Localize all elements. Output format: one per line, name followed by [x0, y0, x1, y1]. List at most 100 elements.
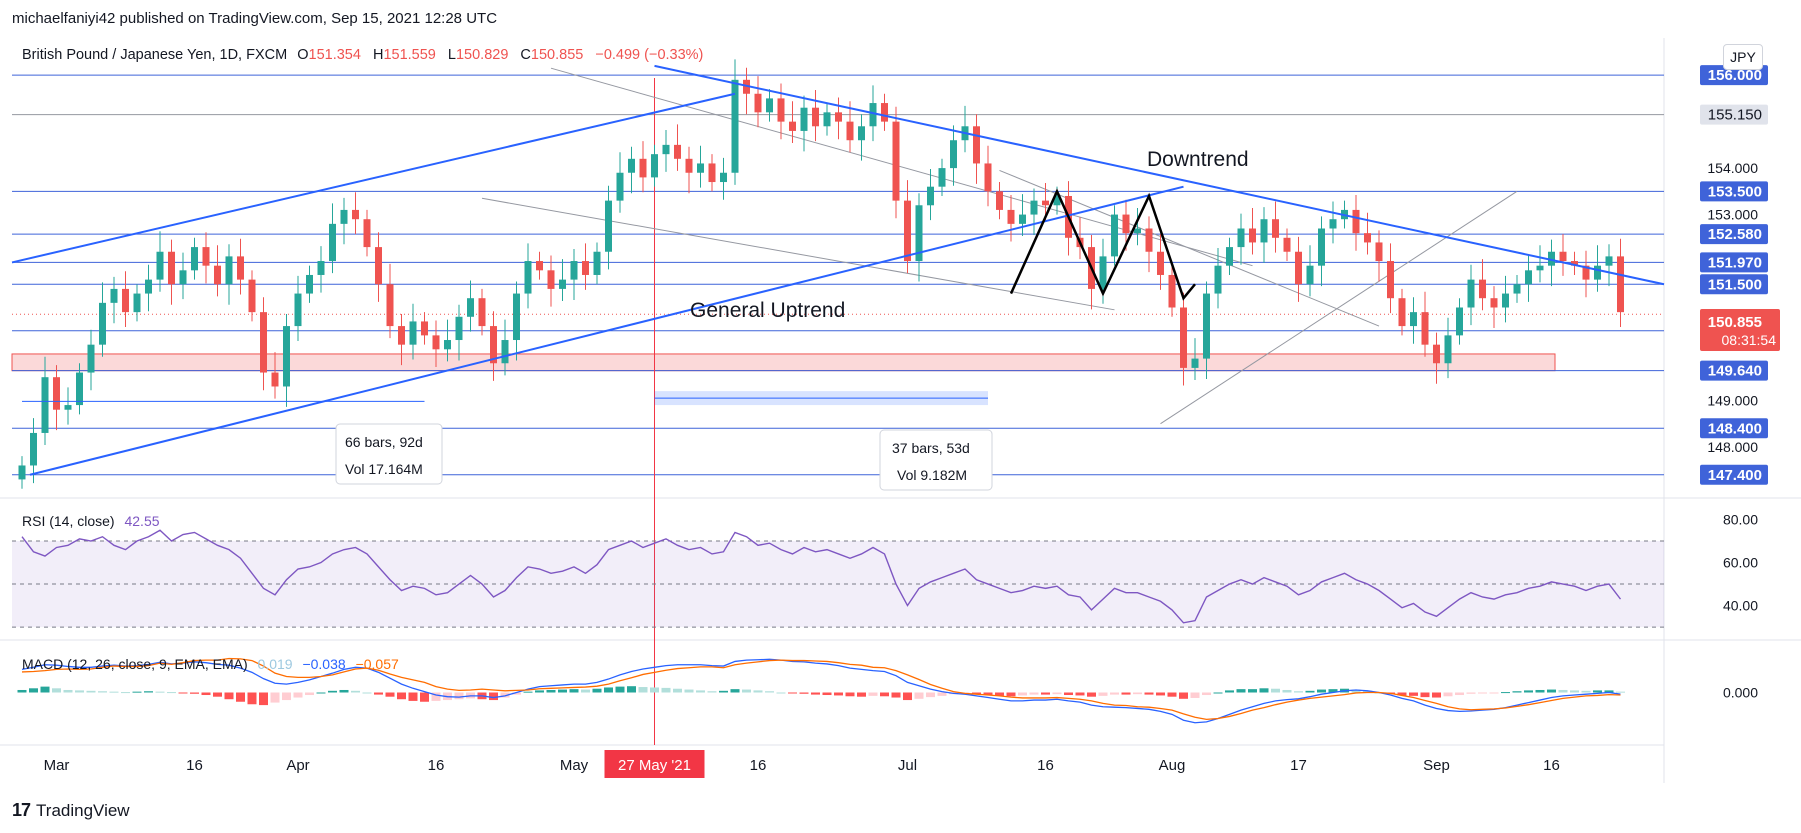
- level-label-text: 151.970: [1708, 254, 1762, 271]
- candle: [812, 90, 819, 142]
- level-label: 151.500: [1700, 274, 1768, 295]
- level-label-bg: [1700, 360, 1768, 381]
- macd-hist-bar: [673, 688, 682, 693]
- macd-hist-bar: [213, 692, 222, 697]
- candle-body: [501, 340, 509, 364]
- candle-body: [76, 372, 83, 406]
- level-label-bg: [1700, 418, 1768, 439]
- macd-hist-bar: [351, 690, 360, 693]
- candle-body: [950, 140, 957, 169]
- symbol-legend[interactable]: British Pound / Japanese Yen, 1D, FXCM O…: [22, 47, 703, 63]
- candle-body: [1559, 251, 1567, 262]
- candle-body: [559, 279, 566, 289]
- macd-hist-bar: [178, 692, 188, 694]
- candle: [1030, 188, 1038, 236]
- macd-hist-bar: [1512, 691, 1522, 693]
- candle-body: [766, 98, 773, 113]
- macd-hist-bar: [1455, 692, 1464, 696]
- candle: [1134, 208, 1141, 246]
- candle: [616, 152, 624, 213]
- candle: [18, 456, 26, 489]
- trendlines: [11, 64, 1665, 476]
- candle-body: [30, 432, 37, 466]
- candle: [996, 182, 1003, 220]
- macd-hist-bar: [247, 692, 257, 705]
- candle: [1180, 292, 1187, 386]
- macd-hist-bar: [431, 692, 441, 701]
- rsi-legend[interactable]: RSI (14, close) 42.55: [22, 513, 160, 529]
- currency-button[interactable]: JPY: [1723, 44, 1763, 70]
- candle: [501, 319, 509, 376]
- candle-body: [1226, 247, 1233, 266]
- macd-hist-bar: [167, 692, 176, 694]
- candle: [490, 311, 497, 381]
- candle: [110, 276, 118, 324]
- candle-body: [996, 191, 1003, 210]
- candle: [1479, 259, 1486, 311]
- macd-hist-bar: [1397, 692, 1407, 696]
- time-tick-label: Apr: [286, 757, 309, 774]
- tradingview-logo[interactable]: 17 TradingView: [12, 800, 130, 821]
- macd-hist-bar: [730, 689, 740, 693]
- candle-body: [260, 312, 267, 373]
- measure-1-vol: Vol 17.164M: [345, 461, 423, 477]
- time-tick-label: 17: [1290, 757, 1307, 774]
- candle-body: [237, 256, 244, 280]
- candle: [478, 288, 486, 336]
- macd-hist-bar: [1420, 692, 1430, 698]
- time-tick-label: Sep: [1423, 757, 1450, 774]
- candle: [260, 297, 267, 391]
- time-tick-label: 16: [1543, 757, 1560, 774]
- candle-body: [191, 247, 198, 271]
- macd-hist-bar: [1225, 690, 1234, 693]
- candle: [1295, 236, 1302, 302]
- time-tick-label: May: [560, 757, 589, 774]
- candle-body: [317, 261, 325, 275]
- candle: [513, 281, 520, 361]
- candle-body: [1536, 265, 1544, 271]
- candle-body: [99, 302, 106, 345]
- candle-body: [225, 256, 233, 285]
- candle: [375, 232, 382, 302]
- rsi-tick-label: 80.00: [1723, 512, 1758, 528]
- candle-body: [1502, 293, 1509, 308]
- candle-body: [1456, 307, 1463, 336]
- macd-legend[interactable]: MACD (12, 26, close, 9, EMA, EMA) 0.019 …: [22, 656, 399, 672]
- macd-hist-bar: [293, 692, 303, 698]
- level-label-text: 152.580: [1708, 226, 1762, 243]
- candle: [1318, 216, 1325, 287]
- macd-hist-bar: [63, 689, 73, 693]
- level-label-bg: [1700, 252, 1768, 273]
- candle: [1226, 237, 1233, 275]
- candle-body: [1490, 298, 1498, 308]
- rsi-line: [21, 529, 1622, 624]
- candle: [1433, 332, 1440, 384]
- macd-hist-bar: [868, 692, 878, 696]
- support-zone: [11, 353, 1556, 372]
- candle: [1145, 216, 1153, 273]
- candle-body: [812, 107, 819, 127]
- candle-body: [892, 121, 900, 201]
- candle: [1283, 228, 1291, 262]
- candle-body: [628, 158, 635, 173]
- last-price-bg: [1700, 309, 1780, 351]
- time-tick-label: Jul: [898, 757, 917, 774]
- macd-hist-bar: [845, 692, 855, 697]
- candle-body: [984, 163, 992, 192]
- macd-hist-bar: [316, 692, 326, 694]
- macd-legend-macd: −0.038: [302, 656, 346, 672]
- candle-body: [53, 377, 60, 410]
- candle-body: [1421, 312, 1429, 345]
- macd-hist-bar: [1466, 692, 1476, 694]
- candle: [881, 93, 888, 131]
- candle-body: [432, 335, 440, 350]
- macd-hist-bar: [270, 692, 280, 703]
- macd-legend-title: MACD (12, 26, close, 9, EMA, EMA): [22, 656, 248, 672]
- level-label-bg: [1700, 181, 1768, 202]
- candle-body: [1433, 344, 1440, 364]
- macd-line: [21, 658, 1621, 724]
- macd-hist-bar: [328, 690, 337, 693]
